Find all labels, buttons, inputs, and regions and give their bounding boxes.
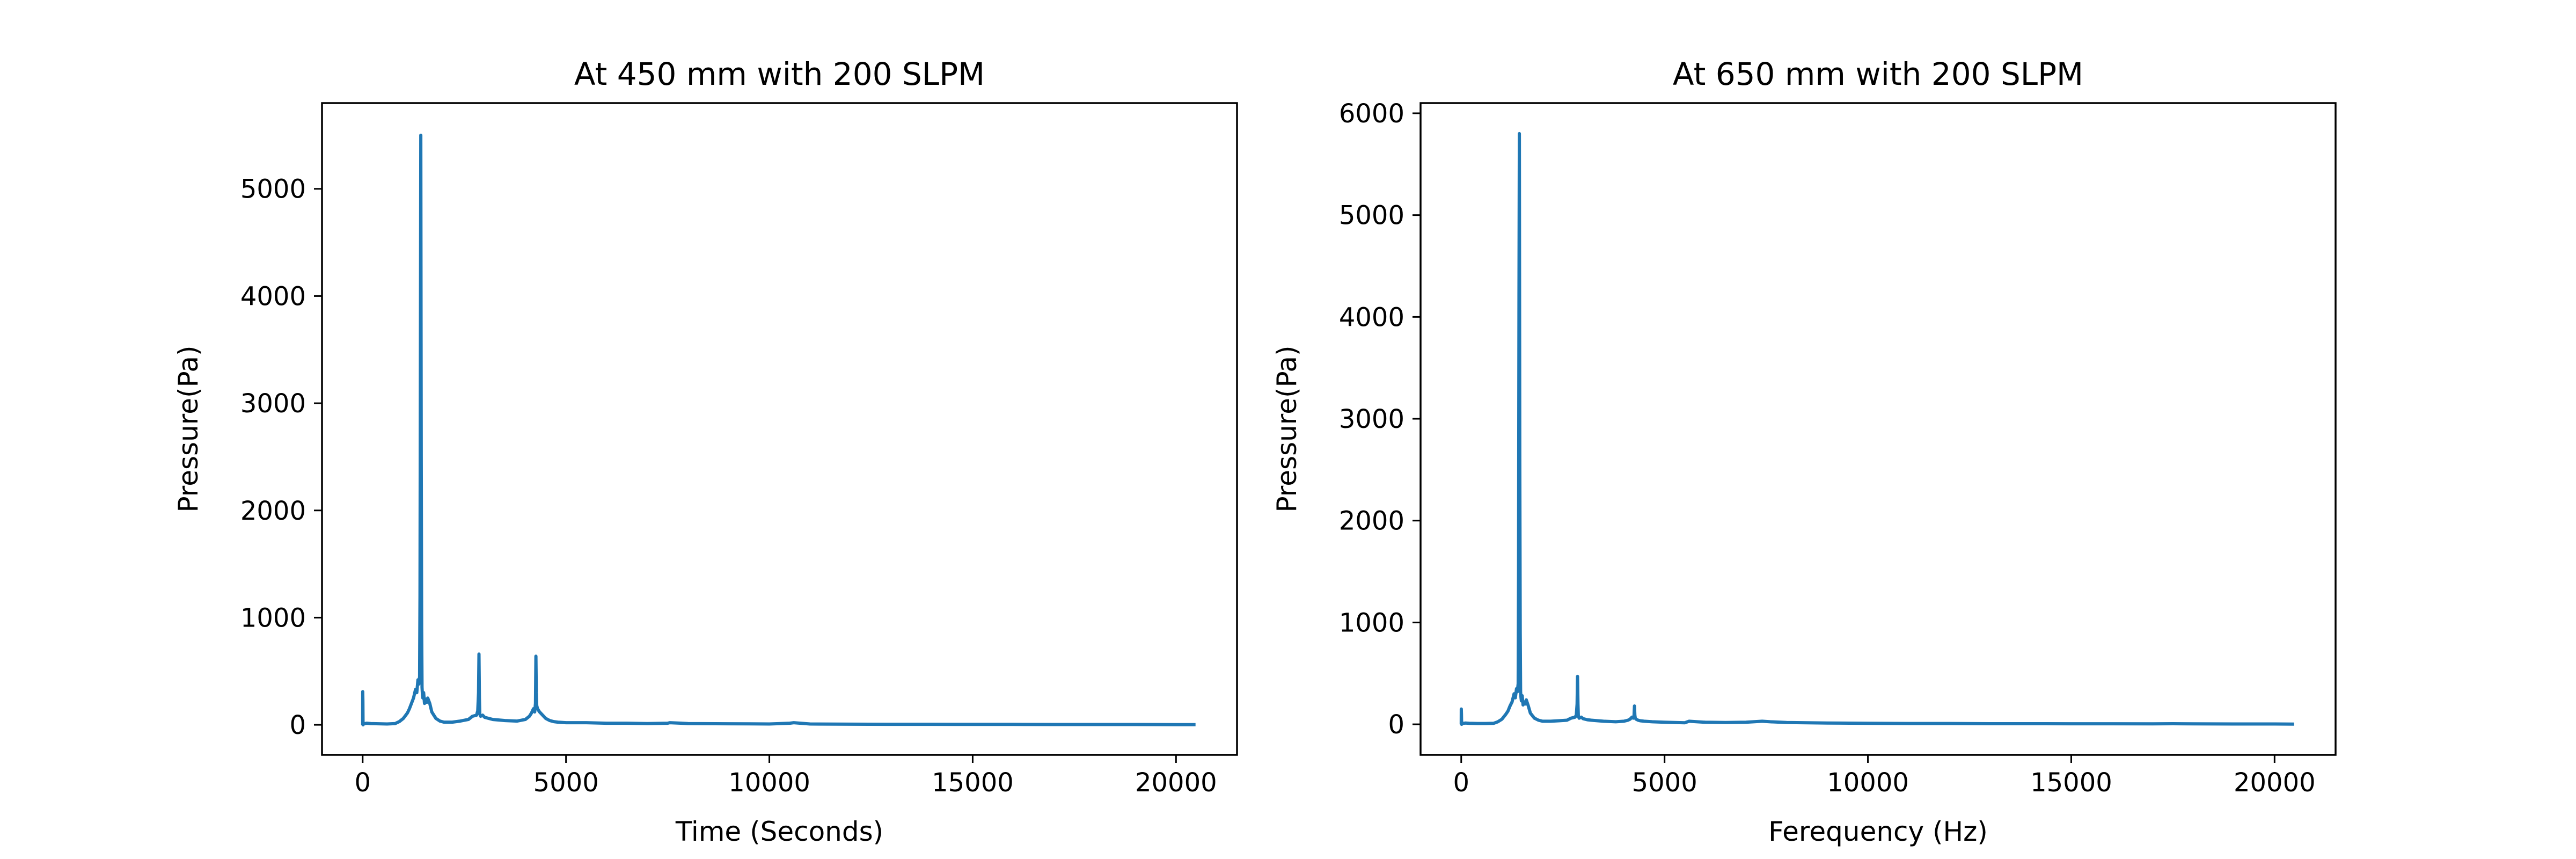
y-axis-label: Pressure(Pa) bbox=[173, 345, 204, 512]
series-line bbox=[361, 133, 1196, 727]
y-tick-label: 3000 bbox=[240, 389, 306, 419]
plot-frame bbox=[1419, 102, 2337, 756]
x-tick-label: 0 bbox=[355, 768, 371, 798]
x-tick-label: 10000 bbox=[1827, 768, 1909, 798]
x-axis-label: Ferequency (Hz) bbox=[1768, 816, 1988, 847]
series-line bbox=[1459, 132, 2294, 726]
x-tick-label: 20000 bbox=[1135, 768, 1217, 798]
y-tick-label: 0 bbox=[289, 710, 306, 740]
x-tick-label: 10000 bbox=[728, 768, 810, 798]
x-tick-label: 20000 bbox=[2234, 768, 2316, 798]
x-tick-label: 5000 bbox=[1632, 768, 1697, 798]
y-axis-label: Pressure(Pa) bbox=[1271, 345, 1302, 512]
y-tick-label: 5000 bbox=[240, 174, 306, 205]
x-tick-label: 0 bbox=[1453, 768, 1470, 798]
y-tick-label: 4000 bbox=[1339, 302, 1404, 332]
y-tick-label: 1000 bbox=[1339, 608, 1404, 638]
x-tick-label: 15000 bbox=[2030, 768, 2112, 798]
y-tick-label: 1000 bbox=[240, 603, 306, 633]
x-axis-label: Time (Seconds) bbox=[675, 816, 883, 847]
y-tick-label: 5000 bbox=[1339, 201, 1404, 231]
y-tick-label: 2000 bbox=[240, 496, 306, 526]
plot-frame bbox=[321, 102, 1238, 756]
y-tick-label: 4000 bbox=[240, 281, 306, 311]
x-tick-label: 5000 bbox=[533, 768, 599, 798]
y-tick-label: 6000 bbox=[1339, 99, 1404, 129]
chart-title: At 450 mm with 200 SLPM bbox=[574, 56, 985, 92]
y-tick-label: 0 bbox=[1388, 710, 1404, 740]
y-tick-label: 3000 bbox=[1339, 404, 1404, 434]
x-tick-label: 15000 bbox=[932, 768, 1014, 798]
chart-title: At 650 mm with 200 SLPM bbox=[1673, 56, 2083, 92]
y-tick-label: 2000 bbox=[1339, 506, 1404, 536]
